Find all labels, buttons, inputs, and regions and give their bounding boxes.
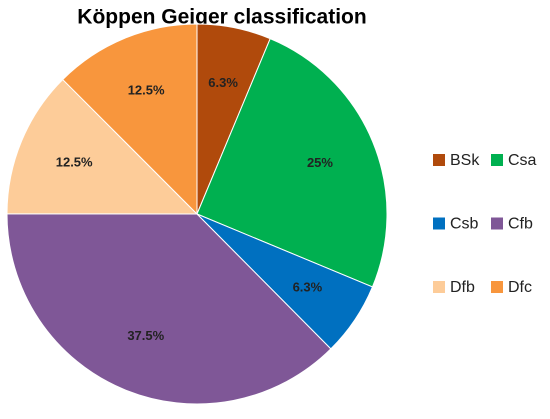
legend-swatch [491, 154, 503, 166]
legend-swatch [433, 154, 445, 166]
legend-label: Csb [450, 216, 479, 233]
data-label: 37.5% [127, 328, 164, 343]
legend-label: Cfb [508, 216, 533, 233]
data-label: 12.5% [128, 83, 165, 98]
legend-swatch [433, 281, 445, 293]
pie-slice [6, 78, 199, 215]
legend-swatch [491, 281, 503, 293]
legend-label: Csa [508, 152, 537, 169]
chart-title: Köppen Geiger classification [77, 6, 366, 29]
legend-label: Dfb [450, 279, 475, 296]
data-label: 6.3% [293, 280, 323, 295]
data-label: 6.3% [208, 75, 238, 90]
legend-swatch [433, 217, 445, 230]
data-label: 25% [307, 155, 333, 170]
pie-slice [196, 38, 388, 288]
data-label: 12.5% [56, 154, 93, 169]
legend-label: BSk [450, 152, 480, 169]
legend-label: Dfc [508, 279, 532, 296]
pie-slice [62, 23, 198, 216]
pie-slice [6, 213, 332, 405]
legend-swatch [491, 217, 503, 230]
